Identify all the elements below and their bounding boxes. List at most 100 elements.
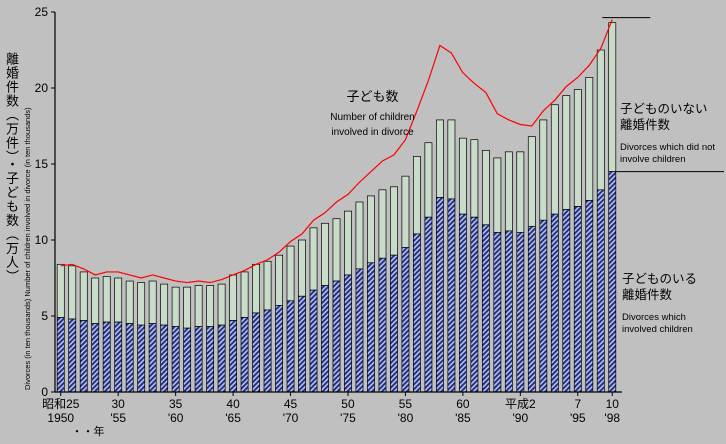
y-tick-label: 15 (35, 157, 49, 171)
bar-segment-without-children (298, 239, 306, 297)
bar-segment-without-children (56, 263, 65, 318)
bar-segment-with-children (493, 232, 502, 393)
bar-segment-without-children (596, 49, 605, 191)
bar-segment-without-children (367, 195, 375, 264)
bar-segment-with-children (275, 305, 283, 393)
y-tick-label: 20 (35, 81, 49, 95)
bar-segment-with-children (378, 257, 387, 393)
bar-segment-with-children (390, 254, 398, 393)
bar-segment-with-children (183, 327, 192, 393)
bar-segment-with-children (321, 285, 329, 393)
x-tick-label-year: '80 (398, 411, 414, 425)
bar-segment-without-children (458, 137, 467, 215)
x-tick-label-era: 40 (226, 397, 240, 411)
bar-segment-with-children (585, 200, 594, 393)
bar-segment-with-children (458, 213, 467, 393)
bar-segment-without-children (125, 280, 134, 324)
bar-segment-with-children (102, 321, 111, 393)
bar-segment-with-children (298, 295, 306, 393)
bar-segment-without-children (424, 142, 433, 218)
bar-segment-with-children (217, 324, 226, 393)
bar-segment-without-children (516, 151, 525, 233)
bar-segment-with-children (240, 317, 249, 393)
bar-segment-without-children (137, 282, 146, 326)
bar-segment-without-children (321, 222, 329, 286)
bar-segment-without-children (68, 265, 77, 320)
bar-segment-without-children (344, 210, 352, 276)
bar-segment-without-children (114, 277, 123, 323)
y-axis-title-japanese: 離婚件数（万件）・子ども数（万人） (4, 52, 19, 284)
x-tick-label-era: 30 (112, 397, 126, 411)
bar-segment-without-children (332, 218, 341, 282)
x-tick-label-year: '98 (604, 411, 620, 425)
bar-segment-without-children (493, 157, 502, 233)
bar-segment-with-children (424, 216, 433, 393)
bar-segment-with-children (263, 309, 272, 393)
bar-segment-with-children (550, 213, 559, 393)
with-children-label-en1: Divorces which (622, 312, 686, 323)
y-tick-label: 25 (35, 5, 49, 19)
bar-segment-without-children (79, 271, 88, 321)
x-axis-unit-note: ・・年 (72, 424, 105, 438)
bar-segment-with-children (539, 219, 548, 393)
bar-segment-with-children (332, 280, 341, 393)
bar-segment-without-children (160, 283, 169, 326)
x-tick-label-era: 60 (456, 397, 470, 411)
bar-segment-with-children (194, 326, 203, 393)
x-tick-label-era: 平成2 (505, 397, 536, 411)
x-tick-label-year: '70 (283, 411, 299, 425)
bar-segment-without-children (504, 151, 513, 232)
bar-segment-with-children (435, 197, 444, 393)
x-tick-label-era: 50 (341, 397, 355, 411)
bar-segment-without-children (573, 89, 582, 207)
bar-segment-without-children (206, 285, 215, 327)
bar-segment-without-children (183, 286, 192, 329)
bar-segment-without-children (562, 95, 571, 210)
line-series-label-en2: involved in divorce (331, 127, 414, 138)
x-tick-label-year: '75 (340, 411, 356, 425)
bar-segment-without-children (355, 201, 364, 270)
line-series-label-en1: Number of children (330, 112, 415, 123)
x-tick-label-era: 55 (399, 397, 413, 411)
y-tick-label: 10 (35, 233, 49, 247)
x-tick-label-era: 10 (606, 397, 620, 411)
bar-segment-without-children (481, 149, 490, 226)
bar-segment-without-children (309, 227, 318, 291)
bar-segment-without-children (102, 276, 111, 323)
with-children-label-jp2: 離婚件数 (622, 288, 673, 302)
y-tick-label: 0 (41, 385, 48, 399)
y-axis-title-english: Divorces (in ten thousands) Number of ch… (23, 107, 32, 390)
bar-segment-with-children (562, 209, 571, 393)
no-children-label-en1: Divorces which did not (620, 142, 716, 153)
x-tick-label-year: '90 (513, 411, 529, 425)
x-tick-label-era: 昭和25 (42, 397, 80, 411)
bar-segment-with-children (206, 326, 215, 393)
bar-segment-with-children (413, 233, 421, 393)
bar-segment-without-children (378, 189, 387, 259)
no-children-label-jp2: 離婚件数 (620, 118, 671, 132)
x-tick-label-year: 1950 (47, 411, 74, 425)
bar-segment-with-children (286, 300, 295, 393)
x-tick-label-era: 35 (169, 397, 183, 411)
bar-segment-without-children (91, 277, 100, 324)
bar-segment-without-children (217, 283, 226, 326)
bar-segment-with-children (79, 320, 88, 393)
children-involved-line (60, 19, 613, 284)
bar-segment-without-children (585, 77, 594, 201)
bar-segment-without-children (447, 119, 456, 200)
bar-segment-without-children (390, 186, 398, 256)
x-tick-label-era: 45 (284, 397, 298, 411)
x-tick-label-year: '55 (110, 411, 126, 425)
no-children-label-en2: involve children (620, 154, 686, 165)
with-children-annotation: 子どものいる 離婚件数 Divorces which involved chil… (622, 271, 726, 336)
bar-segment-without-children (240, 271, 249, 318)
bar-segment-without-children (171, 286, 180, 327)
bar-segment-with-children (367, 262, 375, 393)
bar-segment-with-children (229, 320, 238, 393)
line-series-label-jp: 子ども数 (346, 89, 399, 104)
with-children-label-jp1: 子どものいる (622, 272, 698, 286)
with-children-label-en2: involved children (622, 324, 693, 335)
no-children-label-jp1: 子どものいない (620, 102, 708, 116)
